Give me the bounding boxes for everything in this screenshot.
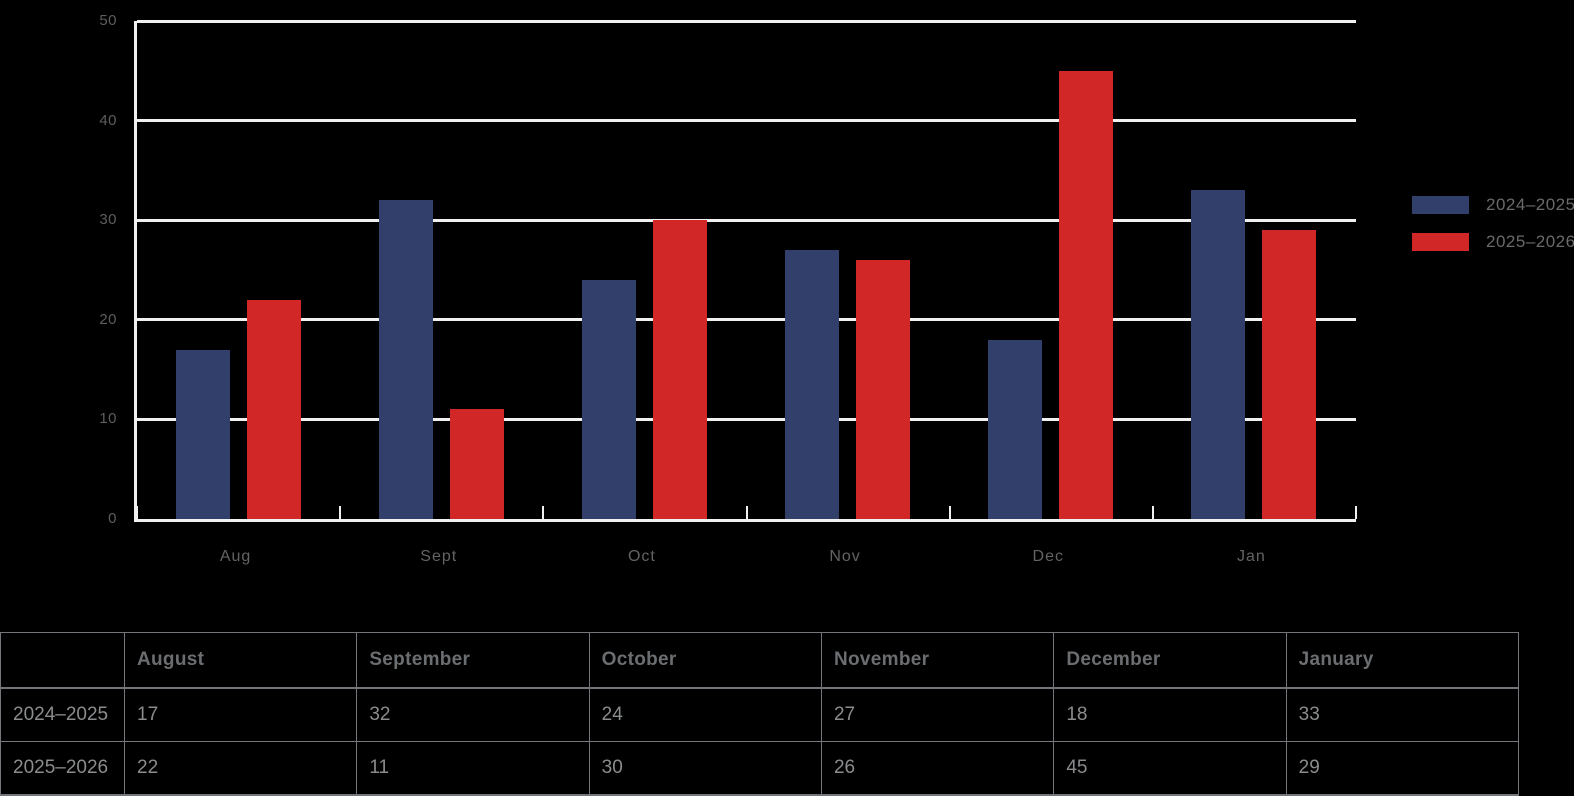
- table-cell: 18: [1053, 687, 1287, 742]
- gridline-40: [137, 119, 1356, 123]
- bar-2025-2026-aug: [246, 299, 301, 519]
- table-corner-cell: [0, 632, 125, 689]
- legend-label: 2024–2025: [1486, 195, 1574, 214]
- table-cell: 32: [356, 687, 590, 742]
- data-table: August September October November December Ja…: [0, 632, 1520, 796]
- bar-2025-2026-sept: [449, 409, 504, 519]
- table-header-august: August: [123, 632, 358, 689]
- gridline-30: [137, 218, 1356, 222]
- table-cell: 17: [123, 687, 358, 742]
- table-cell: 11: [356, 741, 590, 796]
- x-axis-tick: [339, 506, 342, 519]
- chart-legend: 2024–2025 2025–2026: [1412, 195, 1574, 270]
- x-axis-label-nov: Nov: [829, 548, 861, 565]
- legend-item-2024-2025: 2024–2025: [1412, 195, 1574, 214]
- bar-2024-2025-jan: [1191, 190, 1246, 519]
- table-cell: 26: [820, 741, 1055, 796]
- bar-2024-2025-nov: [785, 250, 840, 519]
- table-cell: 29: [1285, 741, 1520, 796]
- y-axis-label-50: 50: [99, 12, 117, 29]
- table-cell: 30: [588, 741, 822, 796]
- legend-item-2025-2026: 2025–2026: [1412, 232, 1574, 251]
- legend-swatch-blue: [1412, 196, 1469, 214]
- y-axis-label-20: 20: [99, 310, 117, 328]
- table-row: 2024–2025 17 32 24 27 18 33: [0, 687, 1520, 742]
- bar-2025-2026-oct: [652, 220, 707, 519]
- x-axis-label-aug: Aug: [219, 548, 252, 565]
- table-row: 2025–2026 22 11 30 26 45 29: [0, 741, 1520, 796]
- table-cell: 24: [588, 687, 822, 742]
- table-cell: 22: [123, 741, 358, 796]
- bar-2025-2026-jan: [1262, 230, 1317, 519]
- bar-2024-2025-sept: [378, 200, 433, 519]
- table-header-october: October: [588, 632, 822, 689]
- table-cell: 45: [1053, 741, 1287, 796]
- gridline-10: [137, 417, 1356, 421]
- x-axis-label-jan: Jan: [1237, 548, 1266, 565]
- gridline-20: [137, 318, 1356, 322]
- y-axis-label-40: 40: [99, 111, 117, 129]
- row-label: 2024–2025: [0, 687, 125, 742]
- table-cell: 33: [1285, 687, 1520, 742]
- table-header-november: November: [820, 632, 1055, 689]
- x-axis-tick: [542, 506, 545, 519]
- table-header-september: September: [356, 632, 590, 689]
- table-header: August September October November December Ja…: [0, 632, 1520, 689]
- x-axis-label-oct: Oct: [627, 548, 656, 565]
- legend-swatch-red: [1412, 233, 1469, 251]
- y-axis-label-0: 0: [108, 510, 117, 527]
- bar-2025-2026-nov: [856, 260, 911, 519]
- bar-2025-2026-dec: [1059, 70, 1114, 519]
- gridline-50: [137, 19, 1356, 23]
- y-axis-label-10: 10: [99, 410, 117, 428]
- y-axis-label-30: 30: [99, 211, 117, 229]
- bar-2024-2025-dec: [988, 339, 1043, 519]
- x-axis-tick: [1355, 506, 1357, 519]
- bar-2024-2025-aug: [175, 349, 230, 519]
- x-axis-label-dec: Dec: [1032, 548, 1064, 565]
- bar-2024-2025-oct: [581, 279, 636, 519]
- row-label: 2025–2026: [0, 741, 125, 796]
- legend-label: 2025–2026: [1486, 232, 1574, 251]
- x-axis-tick: [745, 506, 748, 519]
- table-cell: 27: [820, 687, 1055, 742]
- table-header-january: January: [1285, 632, 1520, 689]
- plot-area: [134, 19, 1357, 522]
- x-axis-tick: [948, 506, 951, 519]
- x-axis-label-sept: Sept: [420, 548, 458, 565]
- table-header-december: December: [1053, 632, 1287, 689]
- x-axis-tick: [1151, 506, 1154, 519]
- grouped-bar-chart: 0 10 20 30 40 50 Aug Sept Oct Nov Dec Jan: [99, 12, 1357, 565]
- x-axis-tick: [136, 506, 138, 519]
